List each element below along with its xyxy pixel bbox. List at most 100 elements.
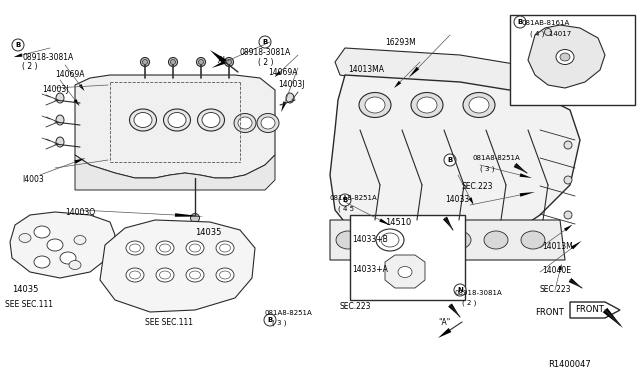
Ellipse shape	[520, 225, 546, 245]
Ellipse shape	[413, 228, 431, 241]
Polygon shape	[10, 212, 115, 278]
Text: B: B	[15, 42, 20, 48]
Text: 08918-3081A: 08918-3081A	[22, 53, 73, 62]
Text: FRONT: FRONT	[575, 305, 604, 314]
Text: 081AB-8161A: 081AB-8161A	[522, 20, 570, 26]
Bar	[350, 215, 465, 300]
Text: B: B	[517, 19, 523, 25]
Text: N: N	[457, 287, 463, 293]
Ellipse shape	[34, 256, 50, 268]
Ellipse shape	[216, 268, 234, 282]
Ellipse shape	[389, 257, 421, 283]
Text: 14510: 14510	[385, 218, 412, 227]
Text: 081A8-8251A: 081A8-8251A	[473, 155, 521, 161]
Ellipse shape	[545, 29, 552, 35]
Text: 14013MA: 14013MA	[348, 65, 384, 74]
Text: ( 3 ): ( 3 )	[480, 165, 495, 171]
Text: 081A8-8251A: 081A8-8251A	[330, 195, 378, 201]
Text: B: B	[262, 39, 268, 45]
Text: "A": "A"	[438, 318, 451, 327]
Polygon shape	[379, 218, 390, 225]
Text: 14033+A: 14033+A	[352, 265, 388, 274]
Ellipse shape	[202, 112, 220, 128]
Ellipse shape	[216, 241, 234, 255]
Ellipse shape	[451, 228, 467, 241]
Text: 14035: 14035	[195, 228, 221, 237]
Polygon shape	[528, 25, 605, 88]
Ellipse shape	[469, 97, 489, 113]
Ellipse shape	[186, 268, 204, 282]
Ellipse shape	[446, 225, 472, 245]
Ellipse shape	[129, 244, 141, 252]
Ellipse shape	[47, 239, 63, 251]
Ellipse shape	[227, 60, 232, 64]
Text: R1400047: R1400047	[548, 360, 591, 369]
Ellipse shape	[376, 229, 404, 251]
Text: I4003: I4003	[22, 175, 44, 184]
Text: ( 2 ): ( 2 )	[462, 300, 476, 307]
Polygon shape	[175, 213, 204, 217]
Ellipse shape	[238, 117, 252, 129]
Ellipse shape	[376, 228, 394, 241]
Text: 14069A: 14069A	[55, 70, 84, 79]
Text: 08918-3081A: 08918-3081A	[240, 48, 291, 57]
Ellipse shape	[556, 49, 574, 64]
Ellipse shape	[339, 228, 356, 241]
Polygon shape	[570, 302, 620, 318]
Ellipse shape	[447, 231, 471, 249]
Polygon shape	[468, 197, 474, 205]
Ellipse shape	[34, 226, 50, 238]
Text: B: B	[268, 317, 273, 323]
Text: 14013M: 14013M	[542, 242, 573, 251]
Ellipse shape	[126, 241, 144, 255]
Polygon shape	[385, 255, 425, 288]
Ellipse shape	[521, 231, 545, 249]
Polygon shape	[408, 67, 419, 78]
Ellipse shape	[156, 268, 174, 282]
Text: 14069A: 14069A	[268, 68, 298, 77]
Text: B: B	[342, 197, 348, 203]
Text: 14003J: 14003J	[42, 85, 68, 94]
Polygon shape	[75, 75, 275, 178]
Ellipse shape	[372, 225, 398, 245]
Ellipse shape	[196, 58, 205, 67]
Ellipse shape	[564, 141, 572, 149]
Ellipse shape	[198, 109, 225, 131]
Ellipse shape	[186, 241, 204, 255]
Ellipse shape	[234, 113, 256, 132]
Circle shape	[264, 314, 276, 326]
Polygon shape	[79, 84, 84, 91]
Ellipse shape	[168, 112, 186, 128]
Polygon shape	[335, 48, 530, 92]
Ellipse shape	[381, 233, 399, 247]
Ellipse shape	[129, 109, 157, 131]
Ellipse shape	[56, 115, 64, 125]
Ellipse shape	[410, 231, 434, 249]
Polygon shape	[330, 75, 580, 252]
Text: SEE SEC.111: SEE SEC.111	[5, 300, 53, 309]
Ellipse shape	[484, 231, 508, 249]
Ellipse shape	[336, 231, 360, 249]
Ellipse shape	[286, 93, 294, 103]
Ellipse shape	[483, 225, 509, 245]
Text: ( 3 ): ( 3 )	[272, 320, 287, 327]
Text: SEC.223: SEC.223	[340, 302, 371, 311]
Text: ( 2 ): ( 2 )	[22, 62, 38, 71]
Ellipse shape	[335, 225, 361, 245]
Ellipse shape	[359, 93, 391, 118]
Ellipse shape	[373, 231, 397, 249]
Ellipse shape	[409, 225, 435, 245]
Text: ( 2 ): ( 2 )	[258, 58, 273, 67]
Polygon shape	[438, 328, 451, 338]
Circle shape	[514, 16, 526, 28]
Ellipse shape	[74, 235, 86, 244]
Ellipse shape	[365, 97, 385, 113]
Polygon shape	[75, 155, 275, 190]
Ellipse shape	[126, 268, 144, 282]
Text: 081A8-8251A: 081A8-8251A	[265, 310, 313, 316]
Ellipse shape	[225, 58, 234, 67]
Ellipse shape	[564, 211, 572, 219]
Polygon shape	[100, 220, 255, 312]
Ellipse shape	[261, 117, 275, 129]
Ellipse shape	[159, 271, 170, 279]
